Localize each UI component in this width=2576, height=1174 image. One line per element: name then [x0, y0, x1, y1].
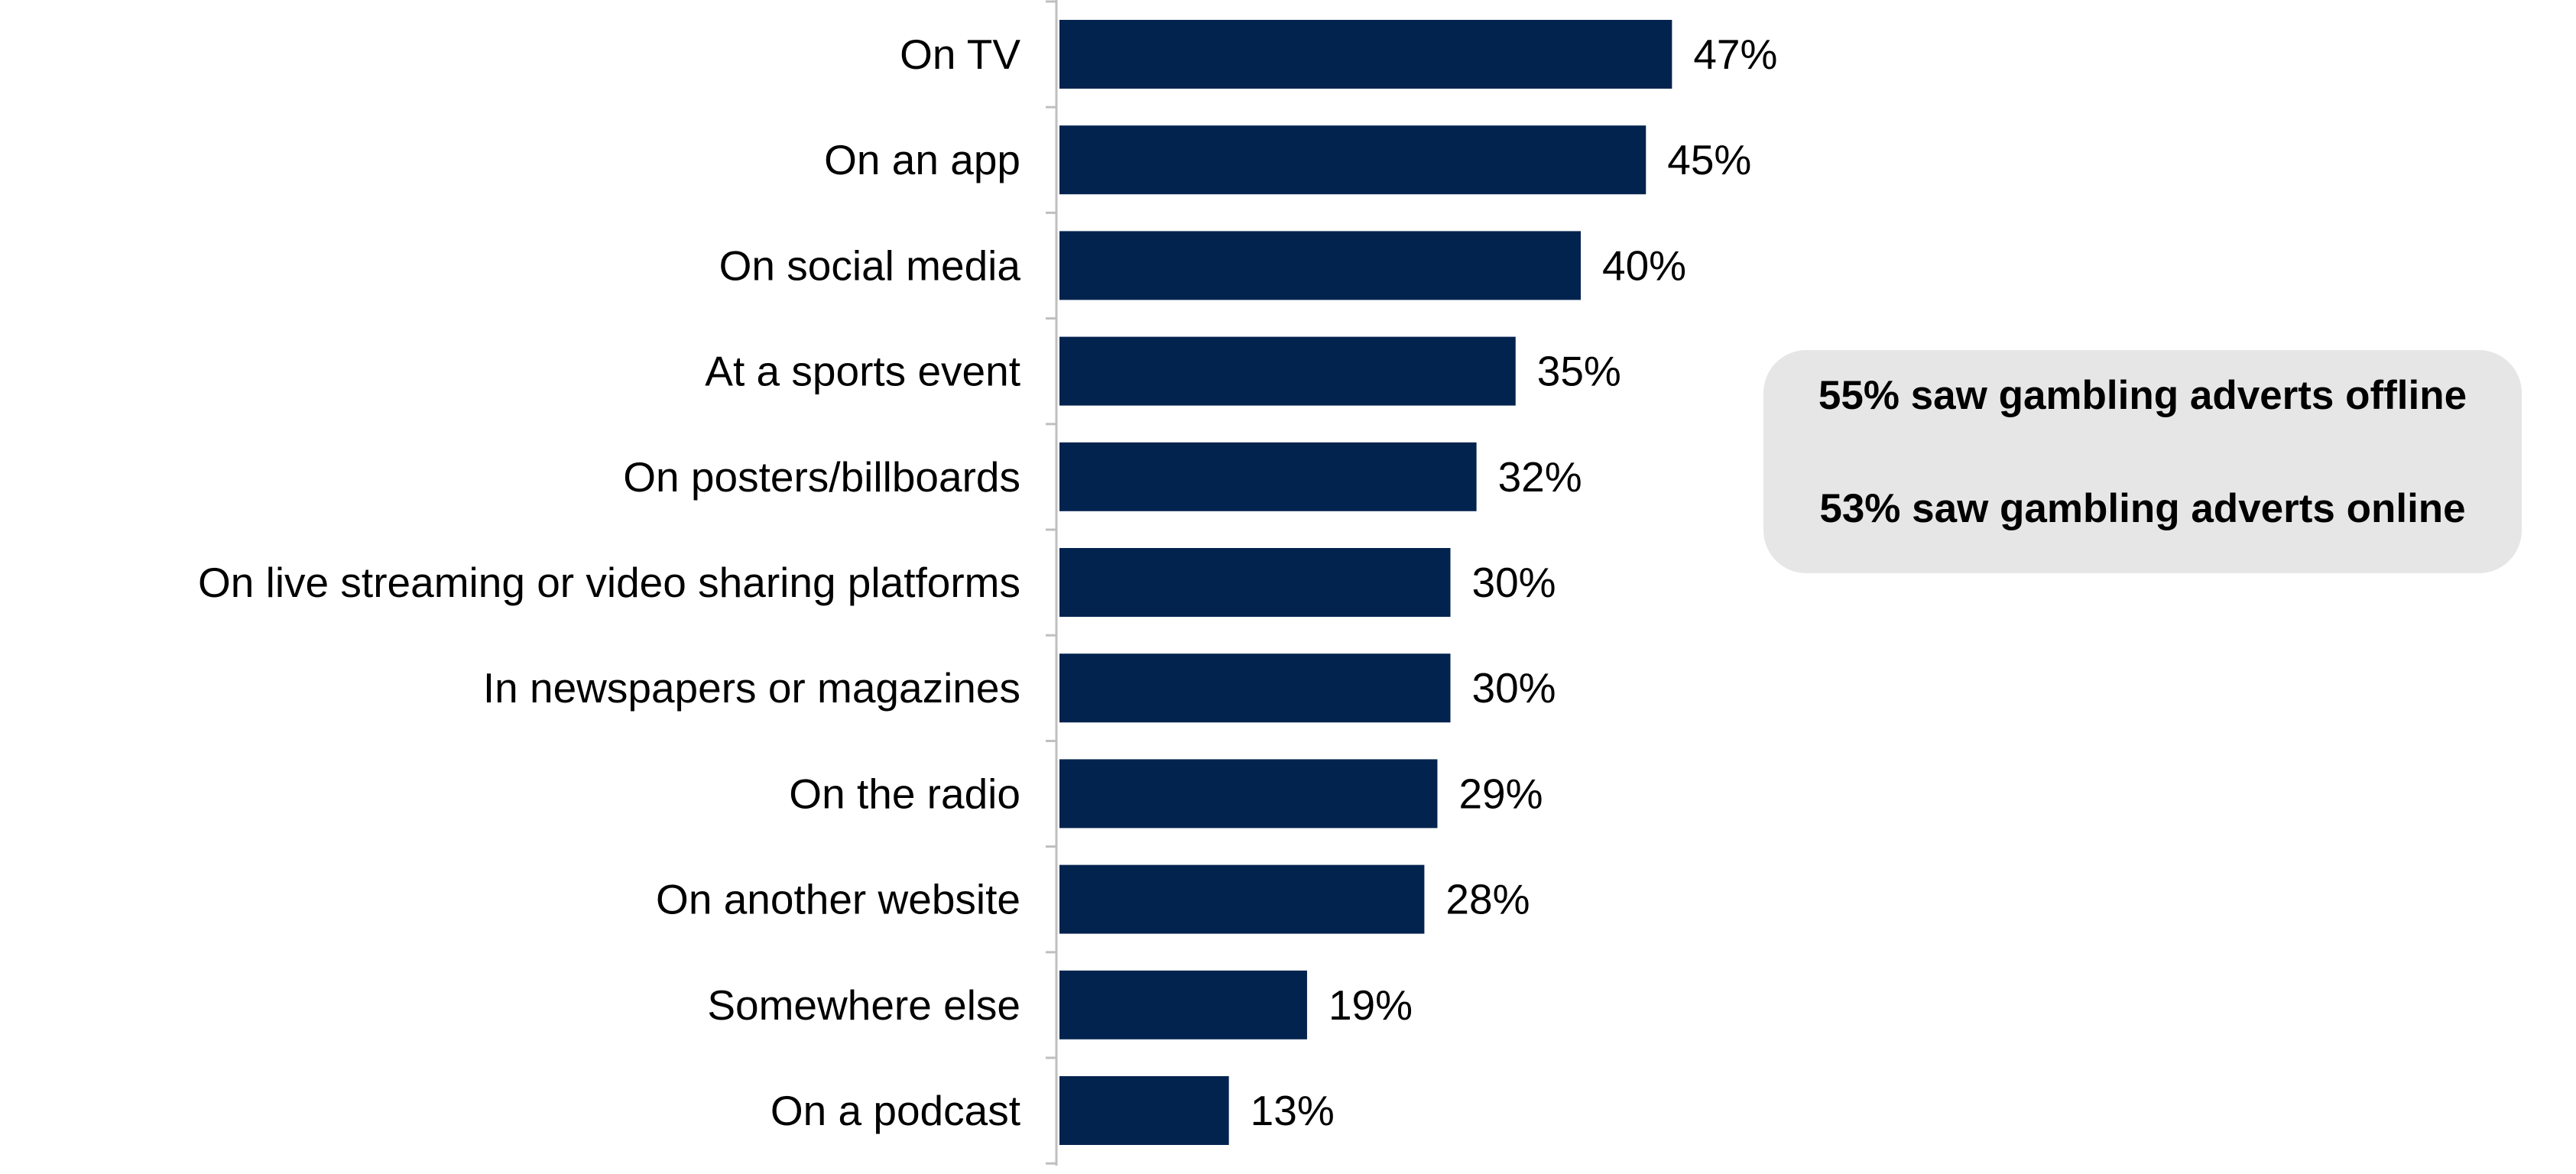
value-label: 30%	[1472, 664, 1556, 712]
bar	[1059, 336, 1516, 406]
value-label: 40%	[1602, 242, 1686, 289]
bar	[1059, 125, 1646, 195]
category-label: On social media	[719, 242, 1021, 289]
value-labels: 47% 45% 40% 35% 32% 30% 30% 29% 28% 19% 13%	[1251, 31, 1778, 1134]
bar	[1059, 653, 1451, 723]
value-label: 28%	[1445, 876, 1530, 923]
category-label: On the radio	[789, 770, 1020, 817]
value-label: 32%	[1498, 453, 1582, 501]
category-label: At a sports event	[705, 348, 1020, 395]
value-label: 13%	[1251, 1087, 1335, 1134]
bar	[1059, 548, 1451, 617]
summary-callout: 55% saw gambling adverts offline 53% saw…	[1763, 350, 2522, 573]
category-label: On an app	[824, 136, 1020, 183]
category-labels: On TV On an app On social media At a sports…	[198, 31, 1020, 1134]
value-label: 30%	[1472, 559, 1556, 606]
bar	[1059, 970, 1307, 1039]
bar	[1059, 1076, 1229, 1145]
category-label: On a podcast	[771, 1087, 1020, 1134]
summary-online-text: 53% saw gambling adverts online	[1819, 486, 2466, 531]
bar	[1059, 231, 1581, 300]
category-label: On live streaming or video sharing platf…	[198, 559, 1020, 606]
category-label: On TV	[900, 31, 1020, 78]
summary-offline-text: 55% saw gambling adverts offline	[1818, 373, 2467, 418]
category-label: Somewhere else	[707, 981, 1020, 1029]
bar	[1059, 759, 1438, 829]
category-label: On posters/billboards	[623, 453, 1020, 501]
value-label: 47%	[1693, 31, 1777, 78]
value-label: 35%	[1537, 348, 1621, 395]
category-label: In newspapers or magazines	[483, 664, 1020, 712]
bar	[1059, 442, 1477, 511]
value-label: 29%	[1458, 770, 1543, 817]
bar	[1059, 864, 1425, 934]
bars	[1059, 20, 1672, 1145]
value-label: 19%	[1329, 981, 1413, 1029]
value-label: 45%	[1667, 136, 1751, 183]
category-label: On another website	[656, 876, 1020, 923]
bar	[1059, 20, 1672, 89]
category-axis	[1046, 0, 1058, 1166]
